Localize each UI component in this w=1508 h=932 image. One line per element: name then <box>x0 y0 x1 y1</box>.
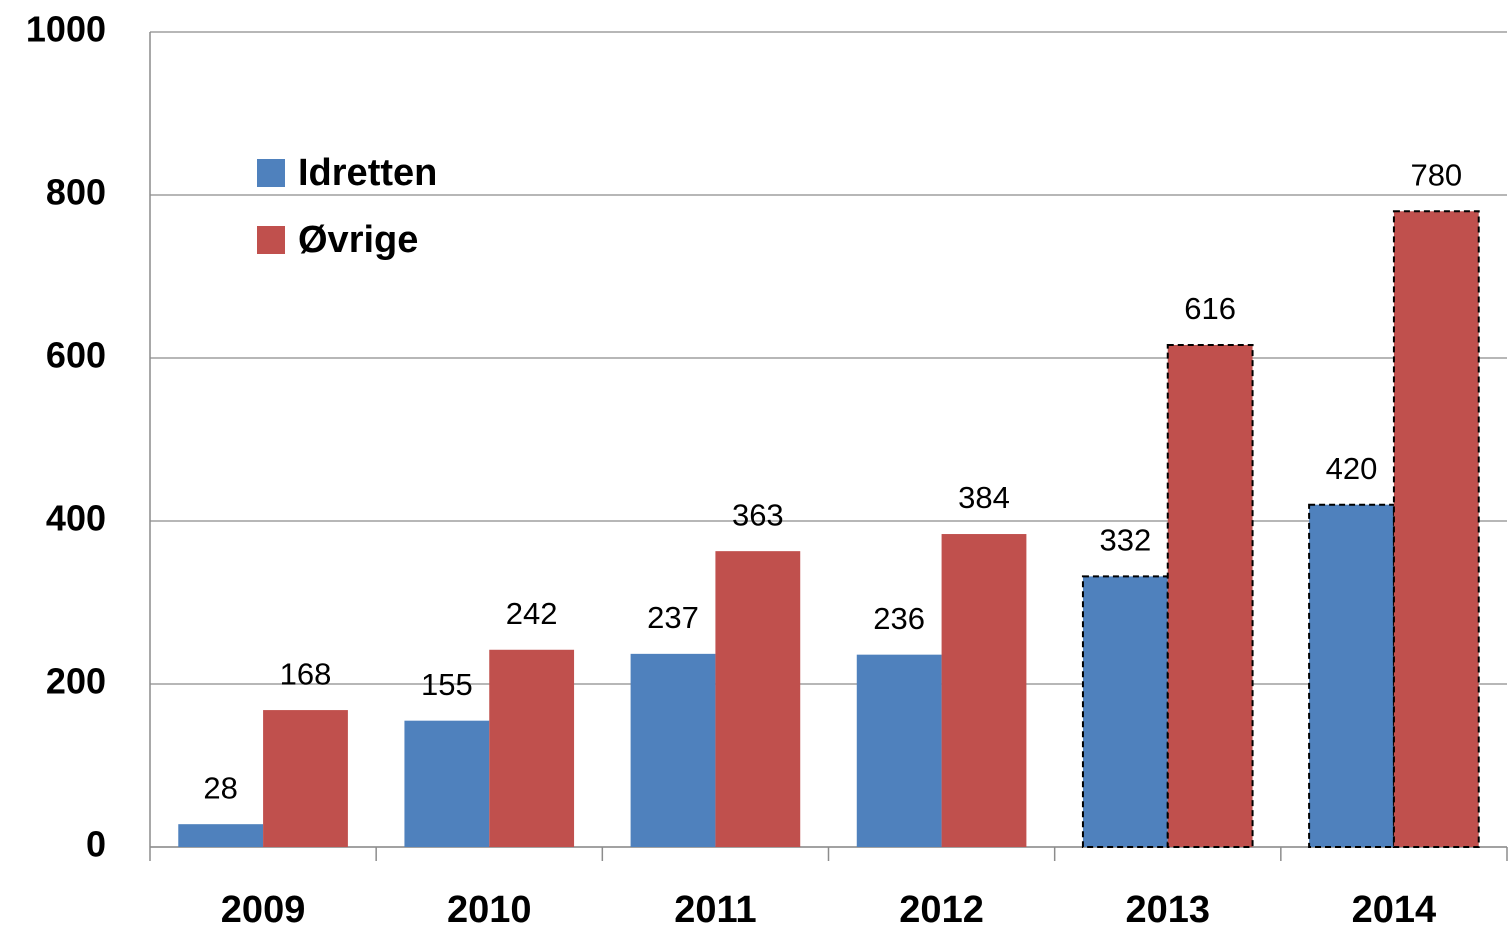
x-tick-label: 2012 <box>899 889 984 931</box>
data-label: 420 <box>1326 451 1378 486</box>
bar <box>941 534 1027 847</box>
x-tick-label: 2010 <box>447 889 532 931</box>
bar <box>404 720 490 847</box>
data-label: 332 <box>1099 523 1151 558</box>
legend-label: Idretten <box>298 152 437 194</box>
data-label: 168 <box>280 656 332 691</box>
bar <box>1081 575 1169 848</box>
data-label: 28 <box>203 770 237 805</box>
bar <box>489 649 575 847</box>
bar <box>178 824 264 847</box>
y-tick-label: 400 <box>46 498 106 539</box>
x-tick-label: 2011 <box>674 889 756 931</box>
legend-swatch <box>257 159 285 187</box>
bar <box>856 654 942 847</box>
y-tick-label: 600 <box>46 335 106 376</box>
data-label: 363 <box>732 497 784 532</box>
legend-label: Øvrige <box>298 219 418 261</box>
bar <box>1392 210 1480 849</box>
bar <box>1308 503 1395 848</box>
y-tick-label: 1000 <box>26 9 106 50</box>
y-tick-label: 0 <box>86 824 106 865</box>
data-label: 384 <box>958 480 1010 515</box>
y-tick-label: 800 <box>46 172 106 213</box>
bar <box>630 653 716 847</box>
x-tick-label: 2014 <box>1352 889 1437 931</box>
bar <box>715 551 801 847</box>
bar <box>1166 343 1254 848</box>
legend-swatch <box>257 226 285 254</box>
data-label: 237 <box>647 600 699 635</box>
y-tick-label: 200 <box>46 661 106 702</box>
data-label: 155 <box>421 667 473 702</box>
data-label: 242 <box>506 596 558 631</box>
bar <box>263 710 348 847</box>
data-label: 236 <box>873 601 925 636</box>
x-tick-label: 2009 <box>221 889 306 931</box>
data-label: 780 <box>1410 157 1462 192</box>
x-tick-label: 2013 <box>1125 889 1210 931</box>
data-label: 616 <box>1184 291 1236 326</box>
